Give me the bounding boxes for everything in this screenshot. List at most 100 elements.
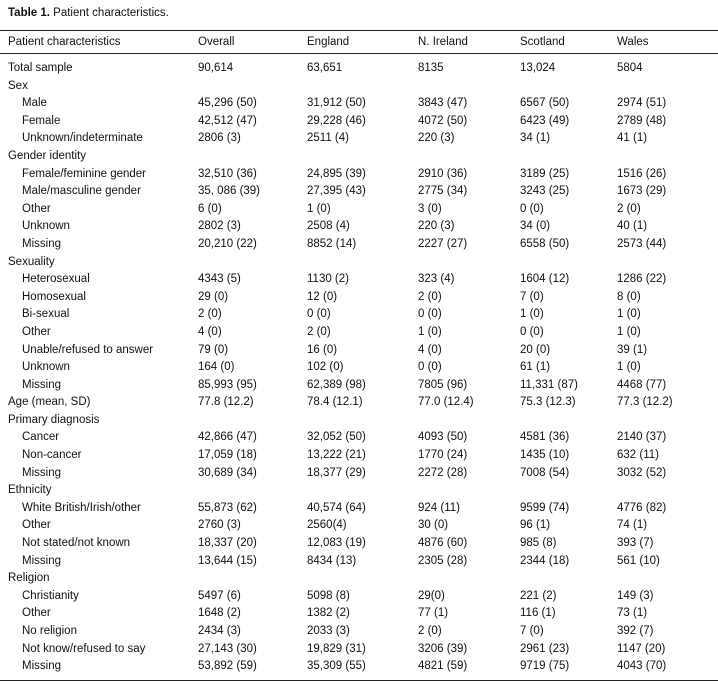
table-cell: 85,993 (95) [198,378,257,391]
table-cell [617,412,718,430]
table-cell: 3243 (25) [520,185,570,198]
table-cell: 32,052 (50) [307,431,366,444]
table-cell [617,148,718,166]
table-cell [520,148,617,166]
table-cell: 75.3 (12.3) [520,396,576,409]
table-cell: 6567 (50) [520,97,570,110]
row-label: Missing [22,466,61,479]
row-label: Non-cancer [22,449,82,462]
row-label: Ethnicity [8,484,52,497]
table-cell: 74 (1) [617,519,648,532]
table-cell: 77.8 (12.2) [198,396,254,409]
table-cell: 2227 (27) [418,237,468,250]
table-cell: 2789 (48) [617,114,667,127]
column-header: Overall [198,36,235,48]
table-cell: 2802 (3) [198,220,241,233]
table-cell: 2272 (28) [418,466,468,479]
table-cell: 20,210 (22) [198,237,257,250]
row-label: Unknown [22,361,70,374]
table-cell: 18,337 (20) [198,537,257,550]
table-cell: 1673 (29) [617,185,667,198]
table-cell: 4 (0) [418,343,442,356]
table-cell: 42,866 (47) [198,431,257,444]
row-label: Missing [22,378,61,391]
table-cell: 4 (0) [198,325,222,338]
top-rule [0,30,718,31]
table-cell [198,482,307,500]
table-cell [617,570,718,588]
table-row: Non-cancer 17,059 (18) 13,222 (21) 1770 (24… [0,447,718,465]
table-cell: 392 (7) [617,625,654,637]
table-cell [418,570,520,588]
table-group-row: Ethnicity [0,482,718,500]
table-group-row: Religion [0,570,718,588]
table-cell: 4876 (60) [418,537,468,550]
row-label: Unknown/indeterminate [22,132,143,145]
table-cell: 11,331 (87) [520,378,578,391]
table-row: Male 45,296 (50) 31,912 (50) 3843 (47) 6567 … [0,95,718,113]
table-row: No religion 2434 (3) 2033 (3) 2 (0) 7 (0) 392… [0,623,718,641]
table-cell: 77.0 (12.4) [418,396,474,409]
table-cell [198,254,307,272]
table-cell [418,78,520,96]
table-cell [307,482,418,500]
table-cell: 985 (8) [520,537,557,550]
row-label: Missing [22,660,61,673]
table-row: Unable/refused to answer 79 (0) 16 (0) 4 (0… [0,342,718,360]
table-row: Unknown/indeterminate 2806 (3) 2511 (4) 220… [0,130,718,148]
table-cell: 31,912 (50) [307,97,366,110]
table-cell: 7008 (54) [520,466,570,479]
table-group-row: Primary diagnosis [0,412,718,430]
table-row: Cancer 42,866 (47) 32,052 (50) 4093 (50) 458… [0,429,718,447]
table-cell: 35,309 (55) [307,660,366,673]
table-row: Not know/refused to say 27,143 (30) 19,829… [0,641,718,659]
table-cell: 6 (0) [198,202,222,215]
table-cell: 323 (4) [418,273,455,286]
table-cell [617,482,718,500]
table-cell: 27,395 (43) [307,185,366,198]
table-cell: 29,228 (46) [307,114,366,127]
table-row: Male/masculine gender 35, 086 (39) 27,395 … [0,183,718,201]
table-cell: 8135 [418,62,444,74]
table-cell: 2434 (3) [198,625,241,637]
table-cell: 6423 (49) [520,114,570,127]
table-cell: 4043 (70) [617,660,667,673]
row-label: Male [22,97,47,110]
row-label: Other [22,607,51,620]
table-cell: 4581 (36) [520,431,570,444]
table-cell: 3032 (52) [617,466,667,479]
table-row: Missing 20,210 (22) 8852 (14) 2227 (27) 6558… [0,236,718,254]
table-row: Female/feminine gender 32,510 (36) 24,895 … [0,166,718,184]
table-cell: 2033 (3) [307,625,350,637]
table-group-row: Age (mean, SD) 77.8 (12.2) 78.4 (12.1) 77.0… [0,394,718,412]
table-cell [418,482,520,500]
table-cell: 42,512 (47) [198,114,257,127]
table-cell: 3843 (47) [418,97,468,110]
table-cell: 77.3 (12.2) [617,396,673,409]
table-cell: 4468 (77) [617,378,667,391]
row-label: Sexuality [8,255,55,268]
table-cell: 12,083 (19) [307,537,366,550]
table-cell: 61 (1) [520,361,551,374]
table-cell: 1 (0) [617,308,641,321]
table-cell: 24,895 (39) [307,167,366,180]
row-label: Other [22,519,51,532]
table-cell: 4093 (50) [418,431,468,444]
table-cell: 62,389 (98) [307,378,366,391]
table-cell: 3189 (25) [520,167,570,180]
row-label: Primary diagnosis [8,413,100,426]
table-cell: 73 (1) [617,607,648,620]
table-cell: 29(0) [418,589,445,602]
row-label: Bi-sexual [22,308,70,321]
table-cell: 632 (11) [617,449,659,462]
table-cell: 13,024 [520,62,556,74]
table-cell: 1382 (2) [307,607,350,620]
table-cell [617,78,718,96]
row-label: Age (mean, SD) [8,396,91,409]
table-cell: 164 (0) [198,361,235,374]
table-cell: 45,296 (50) [198,97,257,110]
row-label: Female [22,114,61,127]
row-label: Unable/refused to answer [22,343,154,356]
table-cell: 78.4 (12.1) [307,396,363,409]
table-cell [307,570,418,588]
